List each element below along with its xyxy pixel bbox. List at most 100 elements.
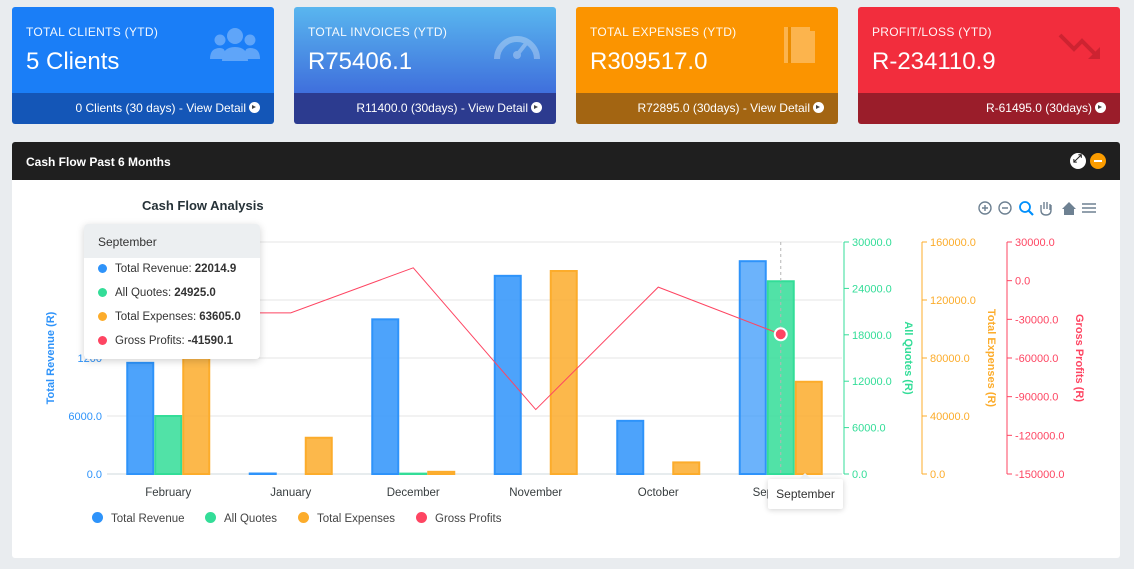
y-tick-quotes: 24000.0	[852, 283, 892, 295]
y-tick-profits: -90000.0	[1015, 392, 1058, 404]
card-title: TOTAL CLIENTS (YTD)	[26, 25, 159, 39]
arrow-circle-right-icon	[1095, 102, 1106, 113]
arrow-circle-right-icon	[249, 102, 260, 113]
trend-down-icon	[1058, 33, 1100, 59]
x-tick-label: February	[145, 487, 191, 499]
chart-tooltip: September Total Revenue: 22014.9 All Quot…	[84, 224, 260, 359]
panel-title: Cash Flow Past 6 Months	[26, 155, 171, 169]
collapse-icon[interactable]	[1090, 153, 1106, 169]
series-dot	[98, 264, 107, 273]
tooltip-row: All Quotes: 24925.0	[84, 282, 260, 306]
y-tick-profits: 0.0	[1015, 276, 1030, 288]
x-tick-label: October	[638, 487, 679, 499]
panel-header: Cash Flow Past 6 Months	[12, 142, 1120, 180]
pan-hand-icon[interactable]	[1040, 202, 1052, 216]
y-axis-title-revenue: Total Revenue (R)	[45, 311, 57, 404]
speedometer-icon	[494, 36, 540, 60]
legend-item-quotes[interactable]: All Quotes	[205, 512, 277, 525]
card-title: PROFIT/LOSS (YTD)	[872, 25, 992, 39]
card-value: R75406.1	[308, 48, 413, 75]
bar-total-expenses	[182, 338, 211, 475]
y-tick-expenses: 40000.0	[930, 411, 970, 423]
y-tick-quotes: 30000.0	[852, 237, 892, 249]
icon-shape	[978, 201, 992, 215]
card-value: R-234110.9	[872, 48, 996, 75]
y-tick-expenses: 120000.0	[930, 295, 976, 307]
y-tick-expenses: 160000.0	[930, 237, 976, 249]
chart-bars	[126, 260, 823, 476]
icon-shape	[1062, 202, 1076, 215]
y-tick-revenue: 6000.0	[68, 411, 102, 423]
card-total-invoices: TOTAL INVOICES (YTD) R75406.1 R11400.0 (…	[294, 7, 556, 124]
chart-title: Cash Flow Analysis	[142, 198, 264, 213]
bar-total-expenses	[794, 380, 823, 475]
y-tick-expenses: 0.0	[930, 469, 945, 481]
chart-toolbar	[978, 201, 1096, 216]
chart-lines	[168, 242, 788, 474]
zoom-in-icon[interactable]	[978, 201, 992, 215]
series-dot	[98, 336, 107, 345]
y-tick-expenses: 80000.0	[930, 353, 970, 365]
bar-total-revenue	[493, 274, 522, 476]
card-total-expenses: TOTAL EXPENSES (YTD) R309517.0 R72895.0 …	[576, 7, 838, 124]
card-footer-link[interactable]: 0 Clients (30 days) - View Detail	[12, 93, 274, 124]
bar-total-revenue	[371, 318, 400, 475]
tooltip-title: September	[84, 224, 260, 258]
y-tick-quotes: 18000.0	[852, 330, 892, 342]
y-tick-profits: 30000.0	[1015, 237, 1055, 249]
y-axis-title-expenses: Total Expenses (R)	[985, 309, 997, 408]
bar-total-expenses	[549, 270, 578, 475]
y-tick-revenue: 0.0	[87, 469, 102, 481]
bar-total-revenue	[126, 361, 155, 475]
tooltip-row: Total Revenue: 22014.9	[84, 258, 260, 282]
book-icon	[784, 27, 815, 63]
series-dot	[98, 312, 107, 321]
bar-total-revenue	[616, 419, 645, 475]
bar-all-quotes	[154, 415, 183, 475]
x-tick-label: January	[270, 487, 311, 499]
icon-shape	[998, 201, 1012, 215]
menu-icon[interactable]	[1082, 203, 1096, 213]
card-footer-link[interactable]: R11400.0 (30days) - View Detail	[294, 93, 556, 124]
card-profit-loss: PROFIT/LOSS (YTD) R-234110.9 R-61495.0 (…	[858, 7, 1120, 124]
bar-total-expenses	[672, 461, 701, 475]
icon-shape	[1019, 201, 1031, 213]
legend-item-expenses[interactable]: Total Expenses	[298, 512, 395, 525]
bar-total-expenses	[304, 436, 333, 475]
y-axis-title-profits: Gross Profits (R)	[1073, 314, 1085, 402]
card-footer-link[interactable]: R-61495.0 (30days)	[858, 93, 1120, 124]
y-tick-profits: -120000.0	[1015, 430, 1065, 442]
x-tick-label: November	[509, 487, 562, 499]
line-gross-profits	[168, 267, 781, 411]
icon-shape	[1040, 202, 1052, 216]
zoom-out-icon[interactable]	[998, 201, 1012, 215]
legend-item-revenue[interactable]: Total Revenue	[92, 512, 185, 525]
legend-dot	[298, 512, 309, 523]
card-total-clients: TOTAL CLIENTS (YTD) 5 Clients 0 Clients …	[12, 7, 274, 124]
bar-total-revenue	[738, 260, 767, 475]
arrow-circle-right-icon	[813, 102, 824, 113]
y-tick-profits: -30000.0	[1015, 314, 1058, 326]
y-axis-title-quotes: All Quotes (R)	[902, 321, 914, 395]
bar-total-expenses	[427, 470, 456, 476]
legend-dot	[205, 512, 216, 523]
marker-gross-profits	[773, 327, 788, 342]
y-tick-quotes: 12000.0	[852, 376, 892, 388]
y-tick-profits: -60000.0	[1015, 353, 1058, 365]
cash-flow-panel: Cash Flow Past 6 Months Cash Flow Analys…	[12, 142, 1120, 558]
home-reset-icon[interactable]	[1062, 202, 1076, 215]
tooltip-row: Total Expenses: 63605.0	[84, 306, 260, 330]
legend-item-profits[interactable]: Gross Profits	[416, 512, 501, 525]
legend-dot	[92, 512, 103, 523]
card-title: TOTAL EXPENSES (YTD)	[590, 25, 737, 39]
x-tick-label: December	[387, 487, 440, 499]
x-axis-tooltip: September	[768, 473, 843, 509]
y-tick-quotes: 6000.0	[852, 423, 886, 435]
card-value: R309517.0	[590, 48, 708, 75]
card-footer-link[interactable]: R72895.0 (30days) - View Detail	[576, 93, 838, 124]
zoom-select-icon[interactable]	[1019, 201, 1034, 216]
y-tick-profits: -150000.0	[1015, 469, 1065, 481]
card-title: TOTAL INVOICES (YTD)	[308, 25, 448, 39]
expand-icon[interactable]	[1070, 153, 1086, 169]
legend-dot	[416, 512, 427, 523]
